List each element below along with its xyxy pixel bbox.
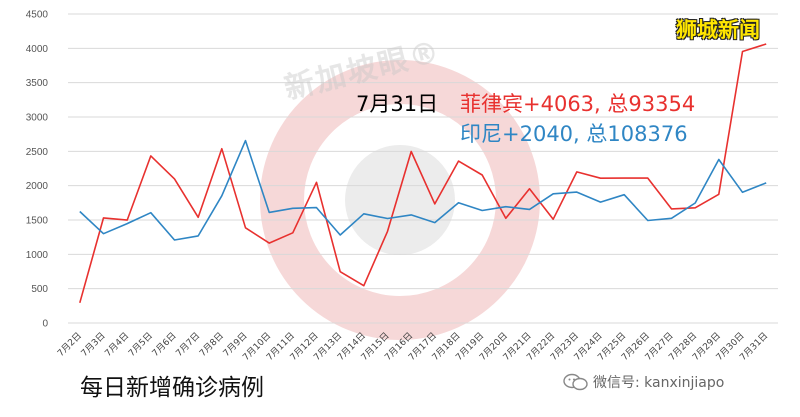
y-tick-label: 0 <box>42 319 48 330</box>
wechat-icon <box>563 373 588 391</box>
y-tick-label: 1000 <box>26 250 49 261</box>
series-line-indonesia <box>79 139 767 241</box>
watermark-logo <box>260 60 540 340</box>
x-tick-label: 7月4日 <box>103 330 132 359</box>
y-tick-label: 500 <box>31 284 48 295</box>
x-tick-label: 7月8日 <box>197 330 226 359</box>
wechat-label: 微信号: kanxinjiapo <box>593 375 725 391</box>
x-tick-label: 7月7日 <box>174 330 203 359</box>
y-tick-label: 3500 <box>26 78 49 89</box>
y-tick-label: 2500 <box>26 147 49 158</box>
series-line-philippines <box>79 43 767 304</box>
chart-caption: 每日新增确诊病例 <box>80 375 264 401</box>
y-tick-label: 1500 <box>26 216 49 227</box>
wechat-id: 微信号: kanxinjiapo <box>563 372 724 392</box>
x-tick-label: 7月5日 <box>126 330 155 359</box>
brand-logo-text: 狮城新闻 <box>676 18 760 42</box>
y-tick-label: 3000 <box>26 113 49 124</box>
annotation-date: 7月31日 <box>356 92 438 116</box>
y-axis-ticks: 0 500 1000 1500 2000 2500 3000 3500 4000 4500 <box>26 10 49 330</box>
series-lines <box>79 43 767 304</box>
annotation-indonesia: 印尼+2040, 总108376 <box>460 122 688 146</box>
grid-lines <box>68 13 778 324</box>
x-tick-label: 7月6日 <box>150 330 179 359</box>
annotation-philippines: 菲律宾+4063, 总93354 <box>460 92 695 116</box>
y-tick-label: 4500 <box>26 10 49 21</box>
y-tick-label: 2000 <box>26 181 49 192</box>
y-tick-label: 4000 <box>26 44 49 55</box>
x-tick-label: 7月2日 <box>55 330 84 359</box>
x-tick-label: 7月3日 <box>79 330 108 359</box>
